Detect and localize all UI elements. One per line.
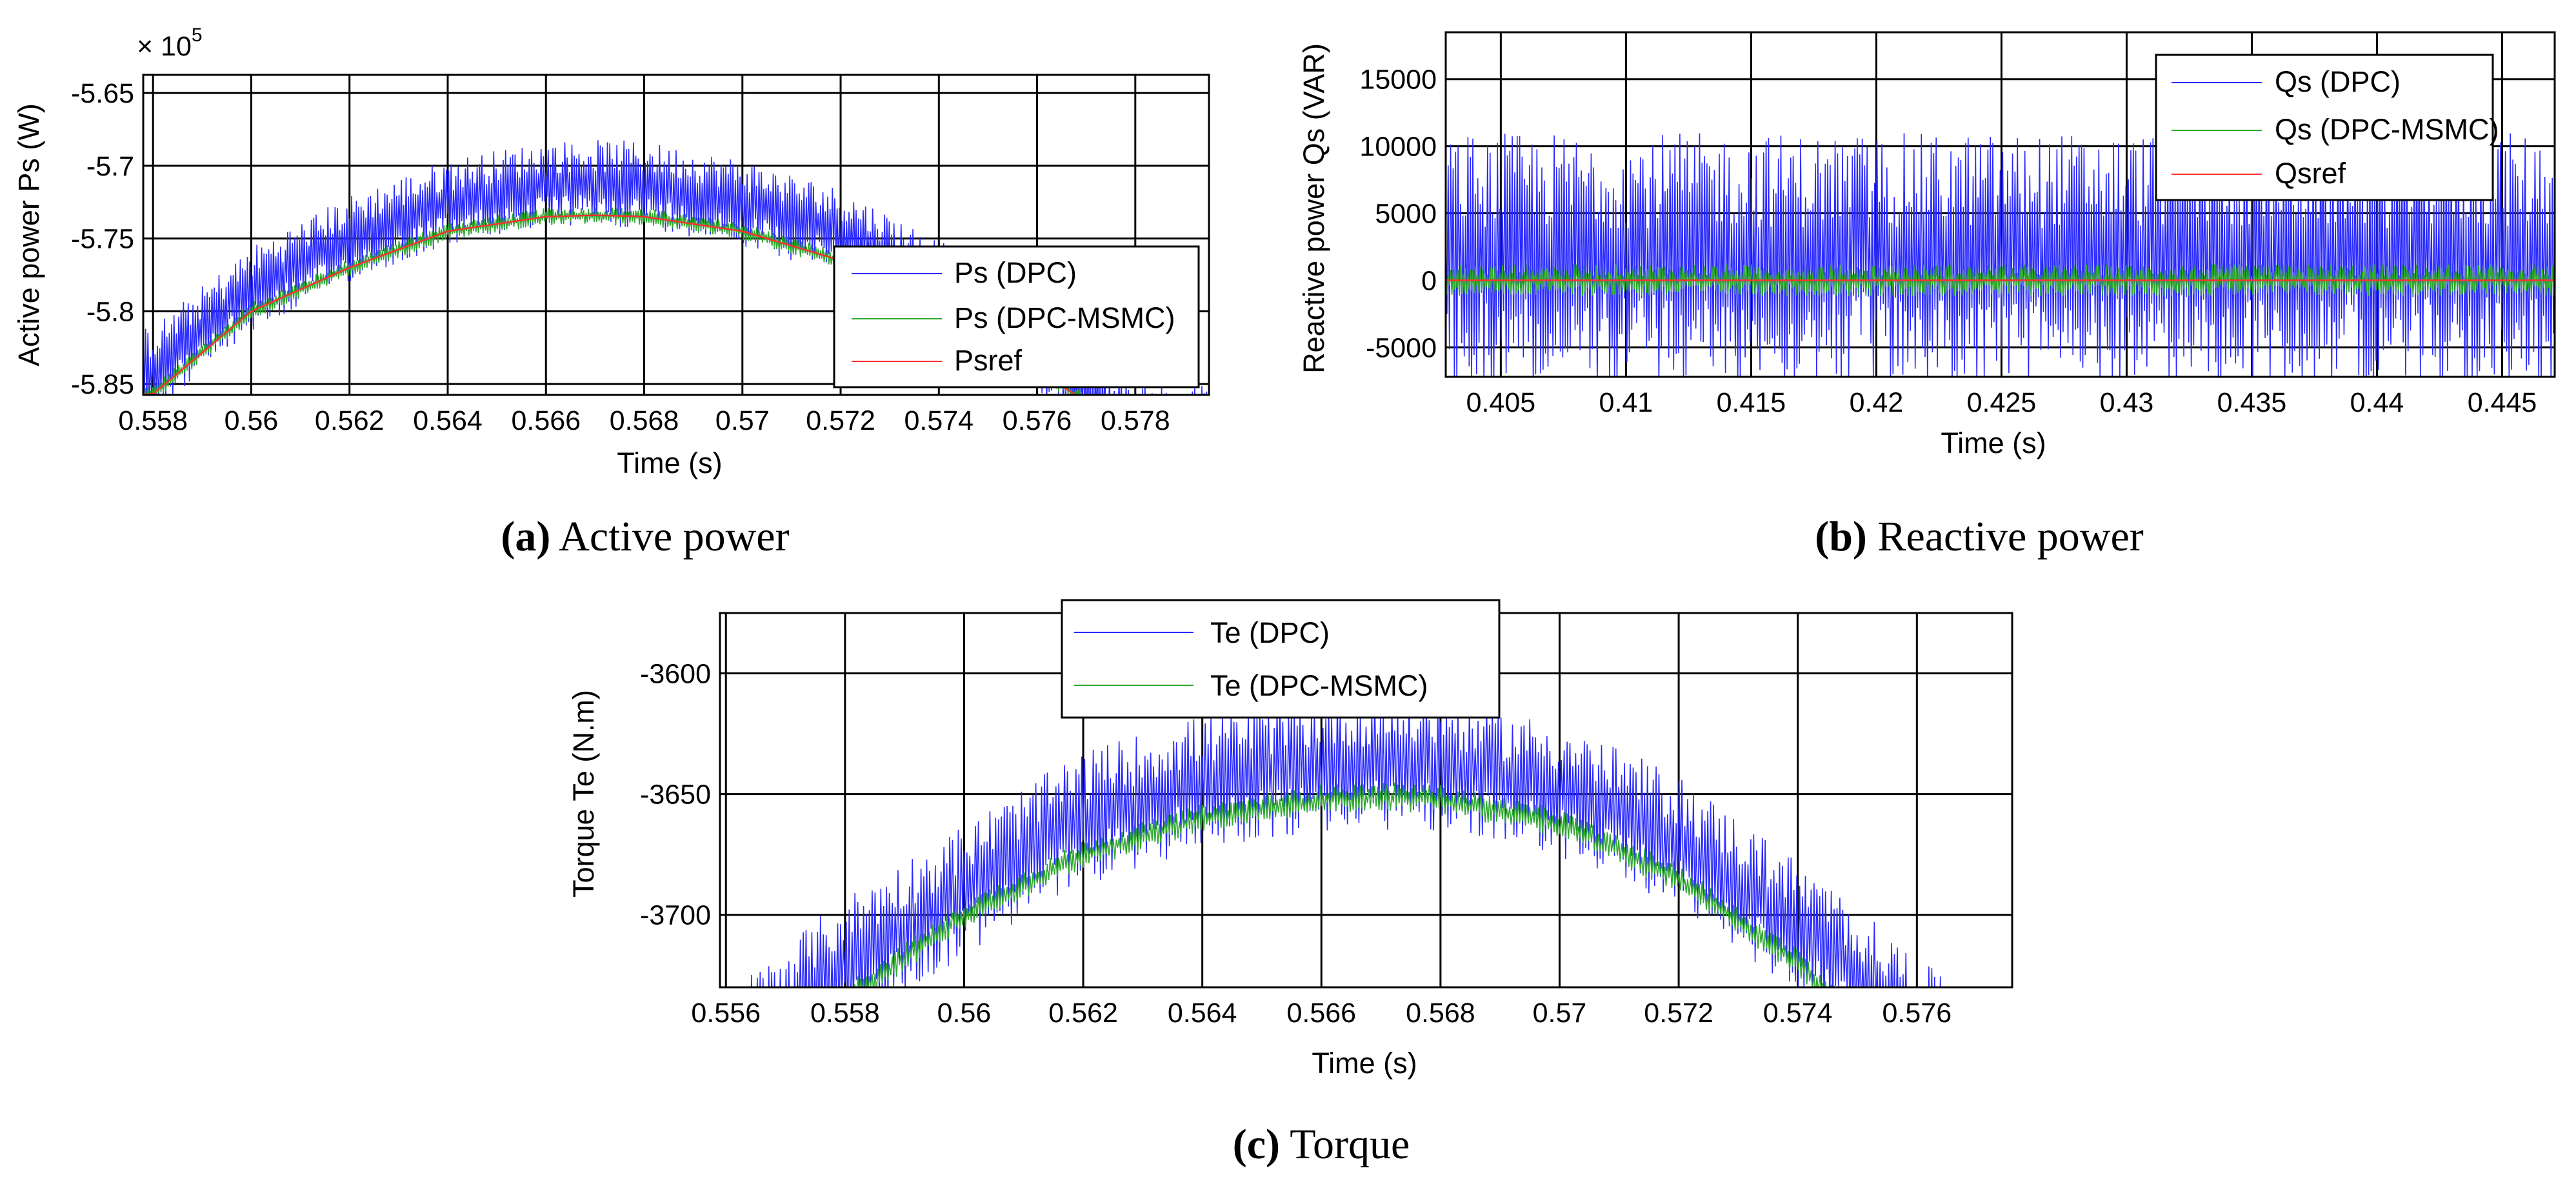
chart-a-x-tick-label: 0.564 — [413, 405, 483, 436]
chart-a-caption: (a) Active power — [501, 513, 789, 560]
chart-c-y-tick-label: -3650 — [640, 780, 711, 810]
chart-b-legend: Qs (DPC) Qs (DPC-MSMC) Qsref — [2155, 54, 2499, 201]
chart-a-x-tick-label: 0.572 — [806, 405, 875, 436]
chart-a-y-tick-label: -5.85 — [71, 369, 134, 400]
chart-a-ylabel: Active power Ps (W) — [12, 103, 45, 367]
chart-b-y-tick-label: -5000 — [1366, 332, 1437, 363]
chart-b-caption: (b) Reactive power — [1815, 513, 2144, 560]
chart-c-series-te-dpc — [750, 696, 1941, 987]
chart-b-x-tick-label: 0.44 — [2350, 387, 2404, 418]
chart-b-x-tick-label: 0.445 — [2468, 387, 2537, 418]
chart-c-legend-label-dpc: Te (DPC) — [1210, 616, 1330, 649]
chart-a-x-tick-label: 0.57 — [715, 405, 770, 436]
chart-a-x-tick-label: 0.56 — [225, 405, 279, 436]
chart-c-legend-label-msmc: Te (DPC-MSMC) — [1210, 669, 1428, 702]
chart-a-legend-label-dpc: Ps (DPC) — [954, 256, 1077, 289]
chart-b-y-tick-label: 5000 — [1375, 199, 1437, 230]
chart-b-legend-label-ref: Qsref — [2275, 157, 2346, 190]
chart-c-x-tick-label: 0.564 — [1168, 998, 1237, 1029]
chart-a-y-tick-label: -5.7 — [86, 151, 134, 182]
chart-c-x-tick-label: 0.57 — [1533, 998, 1587, 1029]
chart-c-x-tick-label: 0.568 — [1406, 998, 1475, 1029]
chart-b-legend-label-dpc: Qs (DPC) — [2275, 65, 2401, 98]
chart-c-legend-box — [1061, 599, 1501, 719]
chart-a-xlabel: Time (s) — [617, 447, 722, 479]
chart-c-y-tick-label: -3600 — [640, 659, 711, 690]
chart-a-legend-label-ref: Psref — [954, 344, 1023, 377]
chart-b-x-tick-label: 0.415 — [1717, 387, 1786, 418]
chart-c-xlabel: Time (s) — [1312, 1047, 1417, 1080]
chart-c-x-tick-label: 0.56 — [937, 998, 992, 1029]
chart-b-frame — [1444, 31, 2556, 378]
chart-b-y-tick-label: 15000 — [1359, 65, 1437, 96]
chart-c-ylabel: Torque Te (N.m) — [567, 690, 600, 898]
chart-c-x-tick-label: 0.562 — [1048, 998, 1118, 1029]
chart-c-legend: Te (DPC) Te (DPC-MSMC) — [1061, 599, 1501, 719]
chart-b-xlabel: Time (s) — [1941, 427, 2046, 459]
chart-c-x-tick-label: 0.572 — [1644, 998, 1713, 1029]
chart-c-x-tick-label: 0.558 — [810, 998, 880, 1029]
chart-a-legend: Ps (DPC) Ps (DPC-MSMC) Psref — [833, 245, 1200, 388]
chart-a-x-tick-label: 0.558 — [118, 405, 188, 436]
chart-a: 0.558 0.56 0.562 0.564 0.566 0.568 0.57 0.572 0.… — [12, 25, 1210, 560]
chart-b-ticks: 0.405 0.41 0.415 0.42 0.425 0.43 0.435 0.44 0.44… — [1359, 65, 2537, 418]
chart-b-legend-box — [2155, 54, 2494, 201]
chart-b-y-tick-label: 10000 — [1359, 132, 1437, 163]
chart-a-x-tick-label: 0.576 — [1003, 405, 1072, 436]
chart-a-y-tick-label: -5.75 — [71, 224, 134, 255]
chart-b-x-tick-label: 0.435 — [2217, 387, 2287, 418]
chart-c-x-tick-label: 0.574 — [1763, 998, 1833, 1029]
chart-b-series-qs-dpc-msmc — [1446, 264, 2555, 297]
chart-b-x-tick-label: 0.41 — [1599, 387, 1653, 418]
chart-a-y-tick-label: -5.65 — [71, 78, 134, 109]
chart-a-x-tick-label: 0.566 — [511, 405, 581, 436]
chart-c-x-tick-label: 0.556 — [691, 998, 761, 1029]
chart-b: 0.405 0.41 0.415 0.42 0.425 0.43 0.435 0.44 0.44… — [1297, 31, 2556, 560]
chart-c-x-tick-label: 0.576 — [1882, 998, 1952, 1029]
chart-c-x-tick-label: 0.566 — [1286, 998, 1356, 1029]
chart-c-series-te-dpc-msmc — [854, 782, 1835, 987]
chart-b-ylabel: Reactive power Qs (VAR) — [1297, 43, 1330, 374]
chart-a-ticks: 0.558 0.56 0.562 0.564 0.566 0.568 0.57 0.572 0.… — [71, 78, 1170, 436]
chart-a-x-tick-label: 0.562 — [315, 405, 384, 436]
chart-a-legend-box — [833, 245, 1200, 388]
chart-b-y-tick-label: 0 — [1421, 265, 1437, 296]
chart-b-x-tick-label: 0.43 — [2100, 387, 2154, 418]
chart-b-x-tick-label: 0.425 — [1967, 387, 2037, 418]
chart-c: 0.556 0.558 0.56 0.562 0.564 0.566 0.568 0.57 0.… — [567, 599, 2013, 1168]
chart-a-x-tick-label: 0.578 — [1101, 405, 1170, 436]
chart-c-y-tick-label: -3700 — [640, 900, 711, 931]
chart-b-x-tick-label: 0.42 — [1850, 387, 1904, 418]
chart-a-x-tick-label: 0.568 — [610, 405, 679, 436]
chart-a-frame — [142, 74, 1210, 396]
chart-b-x-tick-label: 0.405 — [1466, 387, 1536, 418]
chart-a-exponent: × 105 — [137, 25, 203, 62]
chart-a-y-tick-label: -5.8 — [86, 296, 134, 327]
chart-a-legend-label-msmc: Ps (DPC-MSMC) — [954, 301, 1175, 334]
chart-b-legend-label-msmc: Qs (DPC-MSMC) — [2275, 113, 2499, 146]
chart-c-caption: (c) Torque — [1233, 1121, 1410, 1168]
chart-c-ticks: 0.556 0.558 0.56 0.562 0.564 0.566 0.568 0.57 0.… — [640, 659, 1952, 1029]
chart-a-x-tick-label: 0.574 — [904, 405, 973, 436]
